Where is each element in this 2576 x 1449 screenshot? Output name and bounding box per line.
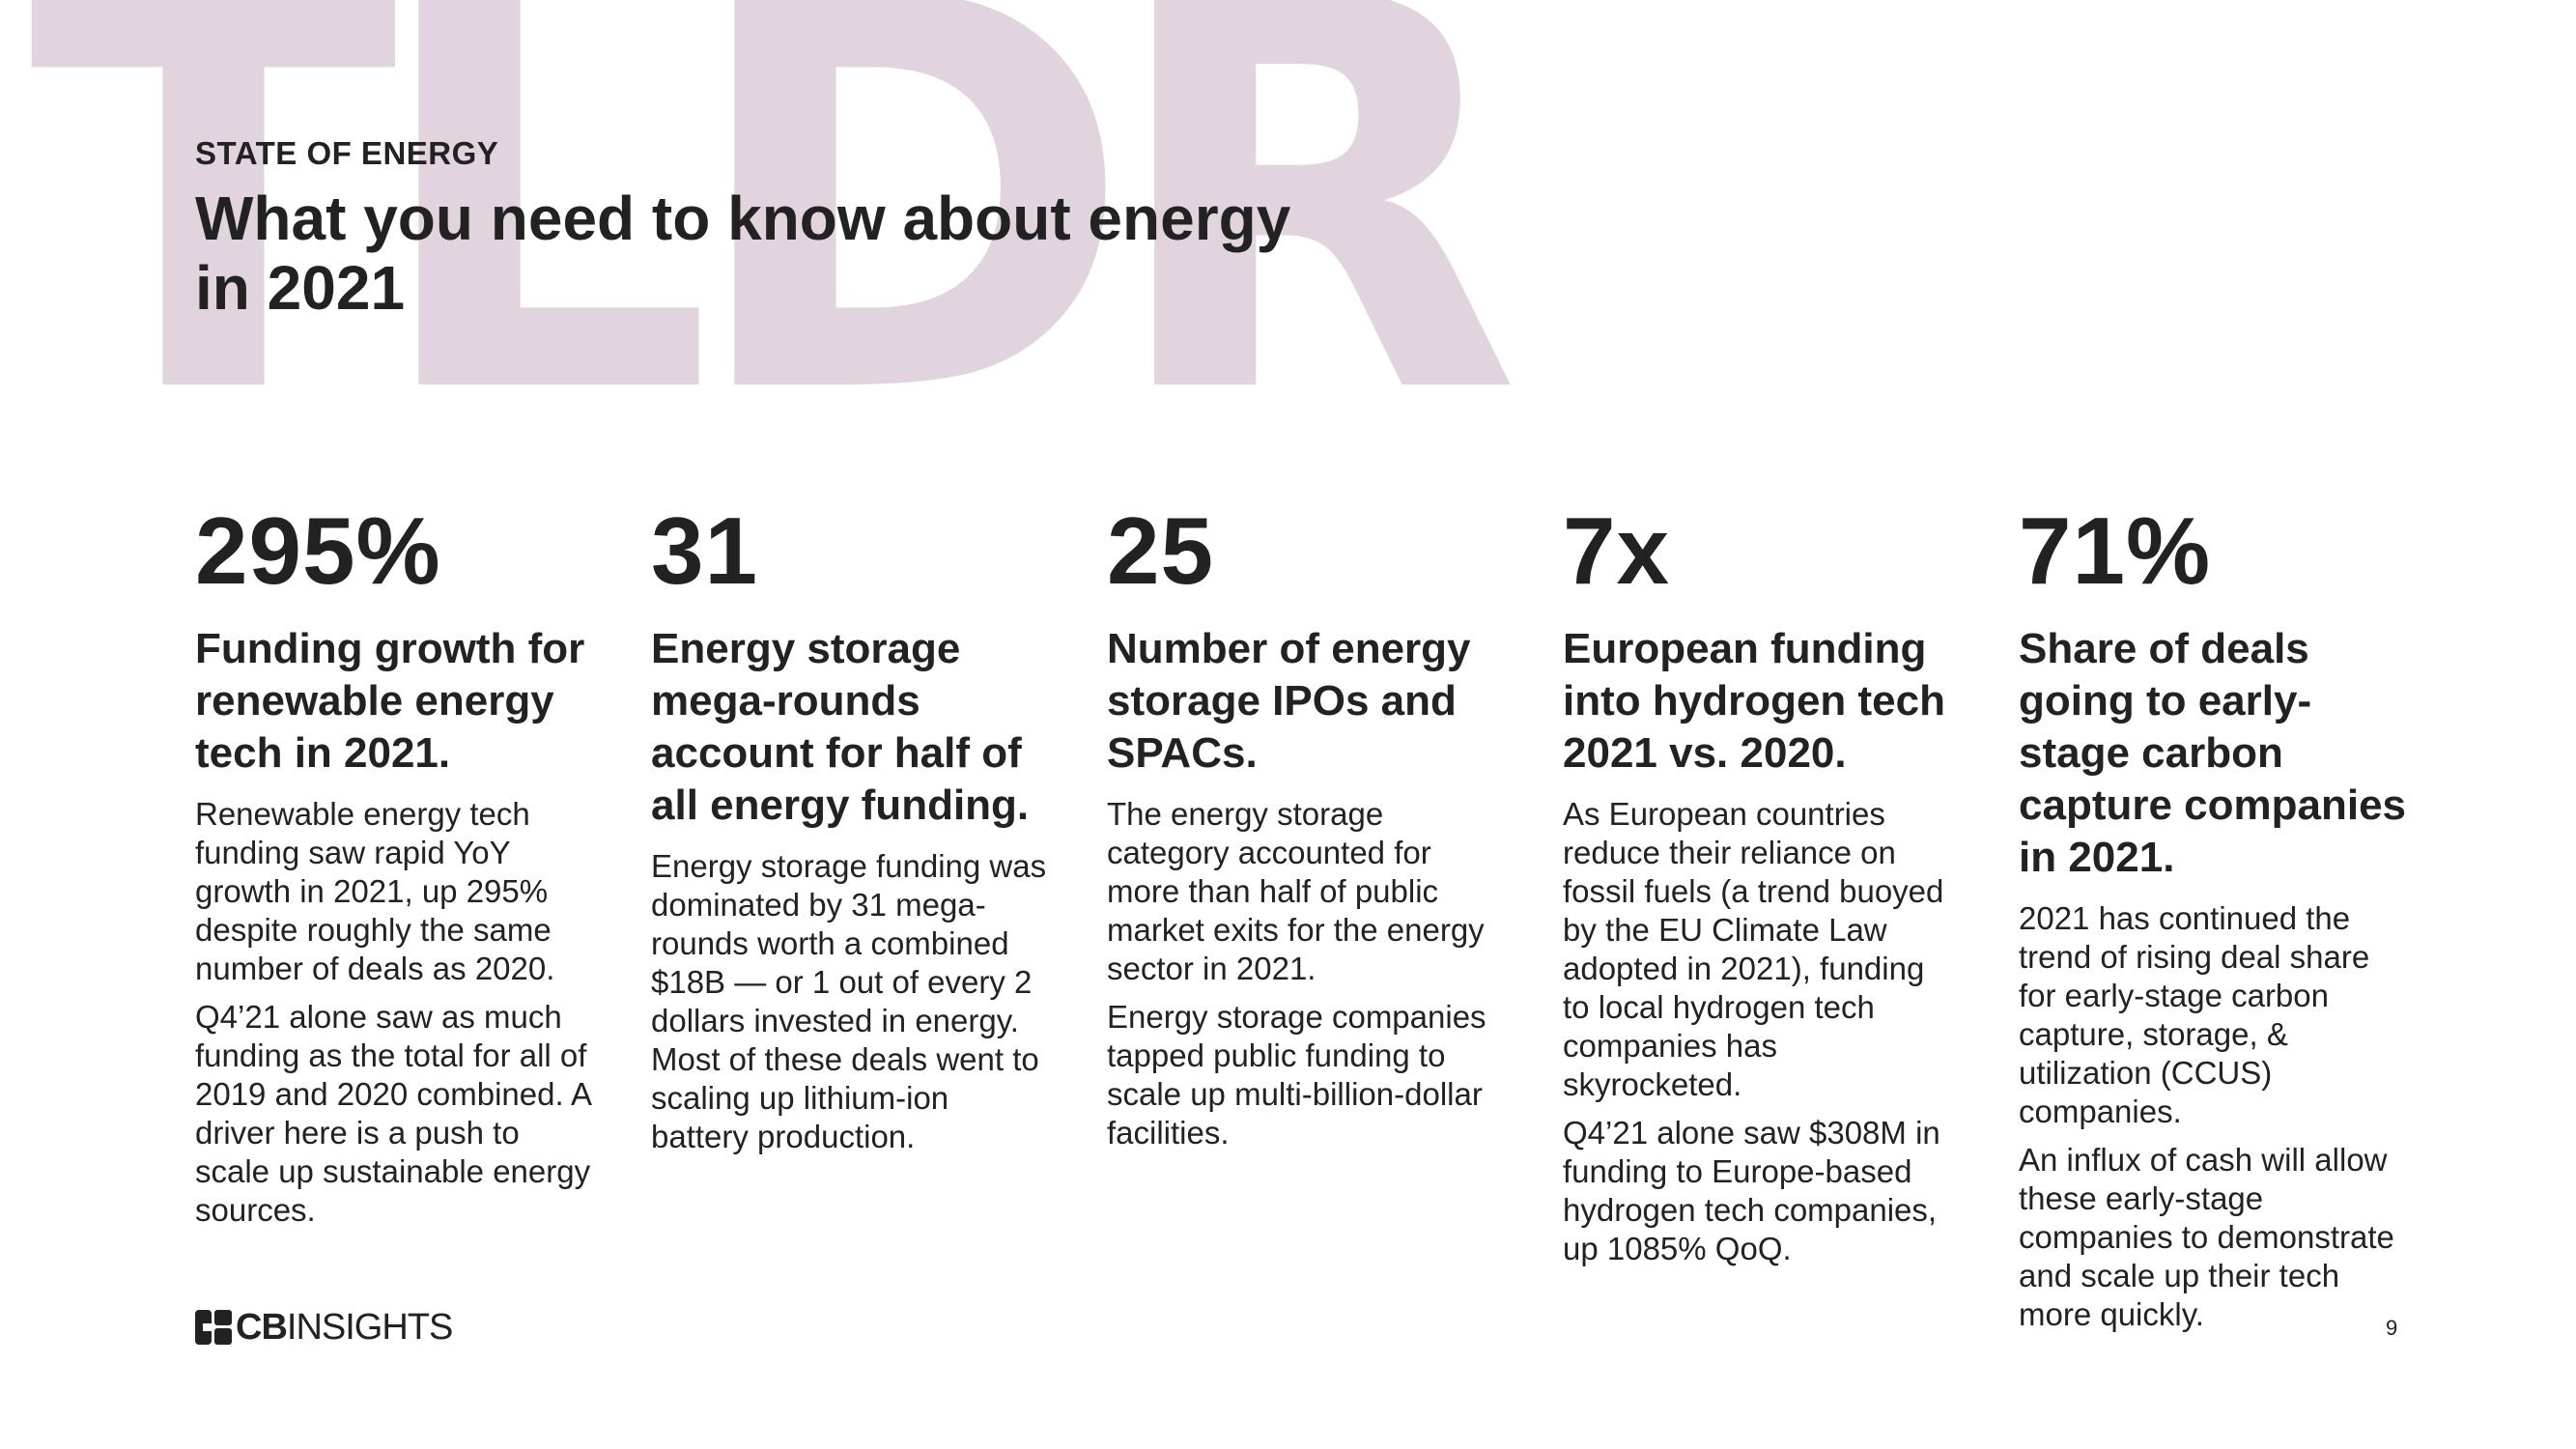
page-title: What you need to know about energy in 20… <box>195 184 1291 323</box>
stat-paragraph: 2021 has continued the trend of rising d… <box>2019 900 2370 1129</box>
stat-paragraph: Renewable energy tech funding saw rapid … <box>195 796 555 986</box>
section-eyebrow: STATE OF ENERGY <box>195 135 499 171</box>
stat-paragraph: Energy storage funding was dominated by … <box>651 848 1047 1154</box>
stat-body: Renewable energy tech funding saw rapid … <box>195 795 591 1230</box>
stat-paragraph: The energy storage category accounted fo… <box>1107 796 1485 986</box>
stat-value: 71% <box>2019 497 2212 604</box>
stat-body: Energy storage funding was dominated by … <box>651 847 1047 1156</box>
tldr-watermark: TLDR <box>29 0 1521 513</box>
stat-value: 25 <box>1107 497 1215 604</box>
stat-card-renewable-funding: 295% Funding growth for renewable energy… <box>195 497 591 1239</box>
stat-title: European funding into hydrogen tech 2021… <box>1563 625 1945 777</box>
stat-paragraph: Q4’21 alone saw as much funding as the t… <box>195 999 591 1228</box>
page-number: 9 <box>2386 1316 2398 1340</box>
stat-card-european-hydrogen: 7x European funding into hydrogen tech 2… <box>1563 497 1959 1278</box>
stat-body: The energy storage category accounted fo… <box>1107 795 1503 1152</box>
stat-card-energy-storage-megarounds: 31 Energy storage mega-rounds account fo… <box>651 497 1047 1166</box>
stat-value: 7x <box>1563 497 1671 604</box>
logo-wordmark-light: INSIGHTS <box>286 1307 453 1348</box>
stat-paragraph: As European countries reduce their relia… <box>1563 796 1944 1102</box>
stat-body: As European countries reduce their relia… <box>1563 795 1959 1268</box>
stat-card-carbon-capture: 71% Share of deals going to early-stage … <box>2019 497 2415 1344</box>
stat-title: Share of deals going to early-stage carb… <box>2019 625 2407 881</box>
stat-paragraph: Energy storage companies tapped public f… <box>1107 999 1486 1151</box>
stat-value: 295% <box>195 497 441 604</box>
stat-paragraph: An influx of cash will allow these early… <box>2019 1142 2394 1332</box>
cbinsights-logo: CBINSIGHTS <box>195 1307 453 1348</box>
cbinsights-logo-icon <box>195 1310 232 1345</box>
stats-row: 295% Funding growth for renewable energy… <box>195 497 2417 1332</box>
stat-title: Funding growth for renewable energy tech… <box>195 625 585 777</box>
stat-title: Number of energy storage IPOs and SPACs. <box>1107 625 1471 777</box>
stat-title: Energy storage mega-rounds account for h… <box>651 625 1030 829</box>
stat-value: 31 <box>651 497 759 604</box>
stat-card-storage-ipos-spacs: 25 Number of energy storage IPOs and SPA… <box>1107 497 1503 1162</box>
logo-wordmark-bold: CB <box>236 1307 288 1348</box>
stat-paragraph: Q4’21 alone saw $308M in funding to Euro… <box>1563 1115 1940 1266</box>
stat-body: 2021 has continued the trend of rising d… <box>2019 899 2415 1334</box>
logo-wordmark: CBINSIGHTS <box>236 1307 453 1348</box>
